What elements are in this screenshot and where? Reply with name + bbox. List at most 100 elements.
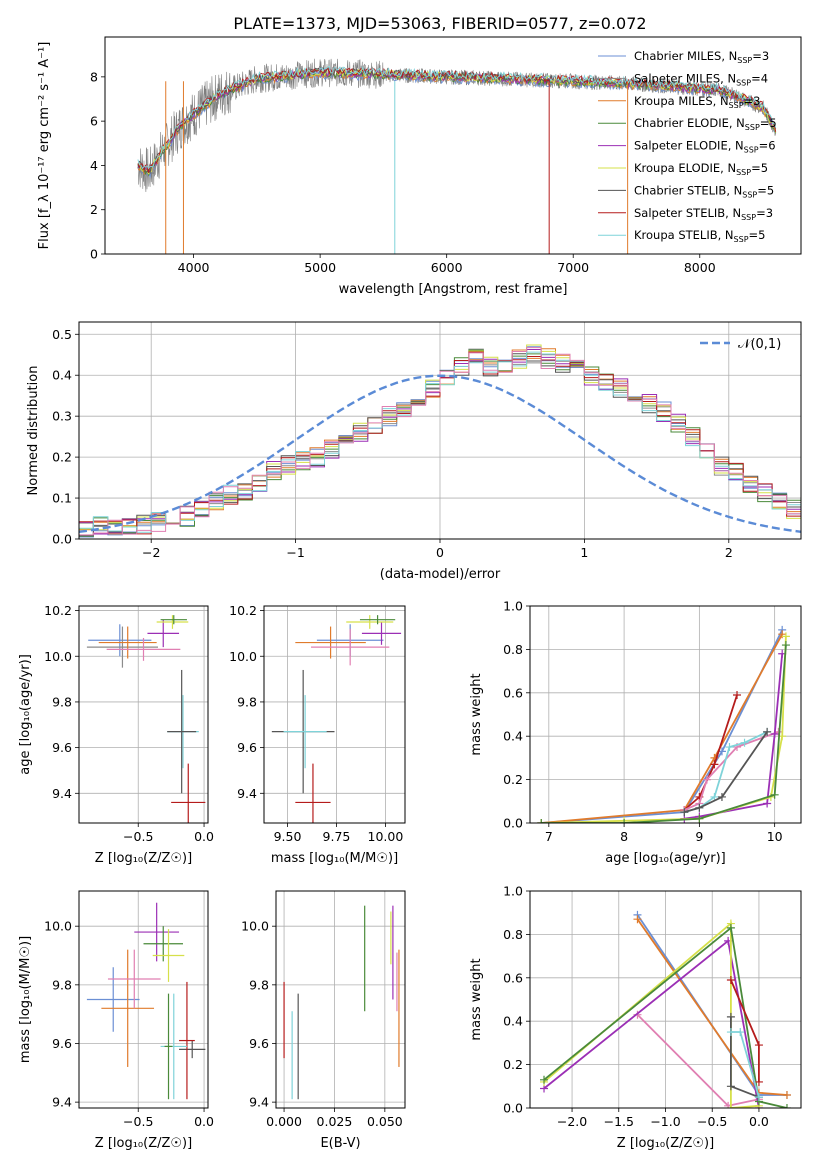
x-tick-label: −1.5 xyxy=(604,1114,634,1129)
x-tick-label: 4000 xyxy=(178,260,210,275)
legend-entry: Kroupa MILES, NSSP=3 xyxy=(634,94,760,110)
axes-frame xyxy=(529,890,802,1109)
weight-point-marker xyxy=(782,1090,791,1099)
weight-point-marker xyxy=(726,1012,735,1021)
weight-series-line xyxy=(683,694,738,811)
panel-spectrum: 4000 5000 6000 7000 8000 0 2 4 6 8 wavelength [Ang… xyxy=(37,36,802,297)
y-axis-label: mass weight xyxy=(469,958,484,1040)
x-tick-label: 8000 xyxy=(684,260,716,275)
y-tick-label: 10.0 xyxy=(44,919,72,934)
weight-point-marker xyxy=(695,803,704,812)
weight-point-marker xyxy=(726,1104,735,1108)
y-axis-label: Flux [f_λ 10⁻¹⁷ erg cm⁻² s⁻¹ A⁻¹] xyxy=(37,42,52,250)
x-tick-label: −0.5 xyxy=(697,1114,727,1129)
y-tick-label: 9.8 xyxy=(52,694,72,709)
weight-point-marker xyxy=(695,814,704,823)
y-tick-label: 9.4 xyxy=(249,1095,269,1110)
y-tick-label: 2 xyxy=(90,202,98,217)
y-tick-label: 10.0 xyxy=(229,649,257,664)
y-tick-label: 0.4 xyxy=(52,368,72,383)
y-tick-label: 9.6 xyxy=(249,1036,269,1051)
y-tick-label: 8 xyxy=(90,69,98,84)
legend-entry: Chabrier STELIB, NSSP=5 xyxy=(634,183,774,199)
y-tick-label: 9.4 xyxy=(52,786,72,801)
y-axis-label: age [log₁₀(age/yr)] xyxy=(18,654,33,775)
y-tick-label: 0.2 xyxy=(52,450,72,465)
x-tick-label: 0.025 xyxy=(317,1114,353,1129)
legend-subscript: SSP xyxy=(734,235,749,244)
figure-title: PLATE=1373, MJD=53063, FIBERID=0577, z=0… xyxy=(233,14,646,33)
model-spectrum-line xyxy=(137,65,777,170)
y-tick-label: 9.6 xyxy=(237,740,257,755)
weight-series-line xyxy=(541,629,784,823)
x-tick-label: −1.0 xyxy=(650,1114,680,1129)
weight-point-marker xyxy=(754,1093,763,1102)
x-axis-label: Z [log₁₀(Z/Z☉)] xyxy=(617,1136,714,1151)
x-axis-label: Z [log₁₀(Z/Z☉)] xyxy=(95,851,192,866)
x-tick-label: 0.000 xyxy=(266,1114,302,1129)
y-tick-label: 0.4 xyxy=(503,729,523,744)
y-tick-label: 0.8 xyxy=(503,642,523,657)
weight-series-line xyxy=(543,921,759,1108)
weight-point-marker xyxy=(740,738,749,747)
x-tick-label: 10 xyxy=(767,829,783,844)
weight-point-marker xyxy=(781,641,790,650)
plot-area-weight_vs_age xyxy=(537,625,790,823)
y-tick-label: 4 xyxy=(90,158,98,173)
x-axis-label: age [log₁₀(age/yr)] xyxy=(605,851,726,866)
legend-text: =5 xyxy=(760,116,777,130)
axes-frame xyxy=(104,36,802,255)
legend-subscript: SSP xyxy=(737,56,752,65)
y-tick-label: 9.6 xyxy=(52,740,72,755)
axes-frame xyxy=(78,605,209,824)
weight-series-line xyxy=(684,731,768,813)
x-tick-label: 0 xyxy=(436,545,444,560)
legend-subscript: SSP xyxy=(736,78,751,87)
y-tick-label: 9.4 xyxy=(52,1095,72,1110)
y-tick-label: 0.2 xyxy=(503,772,523,787)
y-tick-label: 6 xyxy=(90,114,98,129)
legend-text: Chabrier ELODIE, N xyxy=(634,116,745,130)
x-axis-label: wavelength [Angstrom, rest frame] xyxy=(339,282,568,297)
x-tick-label: 9 xyxy=(695,829,703,844)
x-tick-label: 10.00 xyxy=(368,829,404,844)
panel-weight_vs_age: 7 8 9 10 0.0 0.2 0.4 0.6 0.8 1.0 age [log₁₀(age/yr… xyxy=(469,599,802,866)
weight-point-marker xyxy=(782,1104,791,1108)
panel-age_vs_Z: −0.5 0.0 9.4 9.6 9.8 10.0 10.2 Z [log₁₀(Z/Z☉)] a… xyxy=(18,603,214,866)
legend-text: Chabrier MILES, N xyxy=(634,49,737,63)
weight-point-marker xyxy=(733,690,742,699)
weight-point-marker xyxy=(770,790,779,799)
y-tick-label: 0.4 xyxy=(503,1014,523,1029)
x-tick-label: 2 xyxy=(725,545,733,560)
histogram-step xyxy=(79,347,801,539)
x-axis-label: (data-model)/error xyxy=(380,567,501,582)
y-tick-label: 9.8 xyxy=(249,977,269,992)
weight-point-marker xyxy=(726,923,735,932)
x-tick-label: 0.050 xyxy=(367,1114,403,1129)
legend-subscript: SSP xyxy=(745,123,760,132)
weight-point-marker xyxy=(726,1028,735,1037)
y-tick-label: 0.6 xyxy=(503,685,523,700)
panel-weight_vs_Z: −2.0 −1.5 −1.0 −0.5 0.0 0.0 0.2 0.4 0.6 0.8 1.0 Z [… xyxy=(469,884,802,1151)
weight-point-marker xyxy=(717,792,726,801)
axes-frame xyxy=(78,321,802,540)
legend-entry: 𝒩(0,1) xyxy=(738,337,781,352)
weight-point-marker xyxy=(726,975,735,984)
weight-point-marker xyxy=(781,632,790,641)
weight-series-line xyxy=(541,636,787,823)
y-axis-label: mass weight xyxy=(469,673,484,755)
plots-group: 4000 5000 6000 7000 8000 0 2 4 6 8 wavelength [Ang… xyxy=(18,36,802,1151)
weight-point-marker xyxy=(754,1077,763,1086)
legend-subscript: SSP xyxy=(742,190,757,199)
weight-point-marker xyxy=(726,1082,735,1091)
y-tick-label: 9.8 xyxy=(237,694,257,709)
panel-age_vs_mass: 9.50 9.75 10.00 9.4 9.6 9.8 10.0 10.2 mass [log₁… xyxy=(229,603,406,866)
legend-text: =3 xyxy=(756,206,773,220)
legend-entry: Chabrier MILES, NSSP=3 xyxy=(634,49,769,65)
x-tick-label: 7000 xyxy=(557,260,589,275)
x-tick-label: 1 xyxy=(580,545,588,560)
weight-point-marker xyxy=(763,799,772,808)
plot-area-weight_vs_Z xyxy=(540,910,791,1108)
y-tick-label: 9.8 xyxy=(52,977,72,992)
